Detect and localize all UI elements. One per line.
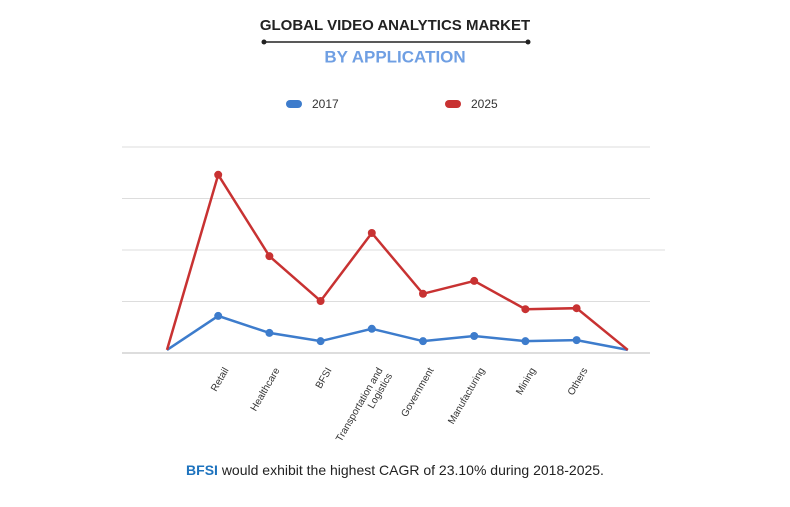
point: [419, 289, 427, 298]
point: [572, 336, 581, 345]
point: [316, 296, 325, 305]
footnote: BFSI would exhibit the highest CAGR of 2…: [0, 462, 790, 478]
chart-subtitle: BY APPLICATION: [324, 47, 465, 66]
point: [265, 328, 274, 337]
legend-label: 2025: [471, 97, 498, 111]
legend-label: 2017: [312, 97, 339, 111]
point: [265, 252, 274, 261]
rule-dot: [261, 39, 267, 45]
point: [470, 276, 479, 285]
point: [214, 170, 223, 179]
point: [572, 304, 581, 313]
point: [367, 324, 376, 333]
legend-marker: [445, 100, 461, 108]
footnote-text: would exhibit the highest CAGR of 23.10%…: [221, 462, 604, 478]
point: [419, 337, 427, 346]
chart-title: GLOBAL VIDEO ANALYTICS MARKET: [260, 17, 530, 34]
rule-dot: [525, 39, 531, 45]
footnote-highlight: BFSI: [186, 462, 218, 478]
point: [521, 305, 530, 314]
point: [521, 337, 530, 346]
legend-marker: [286, 100, 302, 108]
line: [166, 314, 629, 352]
point: [470, 332, 479, 341]
point: [316, 337, 325, 346]
point: [367, 229, 376, 238]
line: [165, 171, 629, 351]
point: [214, 311, 223, 320]
